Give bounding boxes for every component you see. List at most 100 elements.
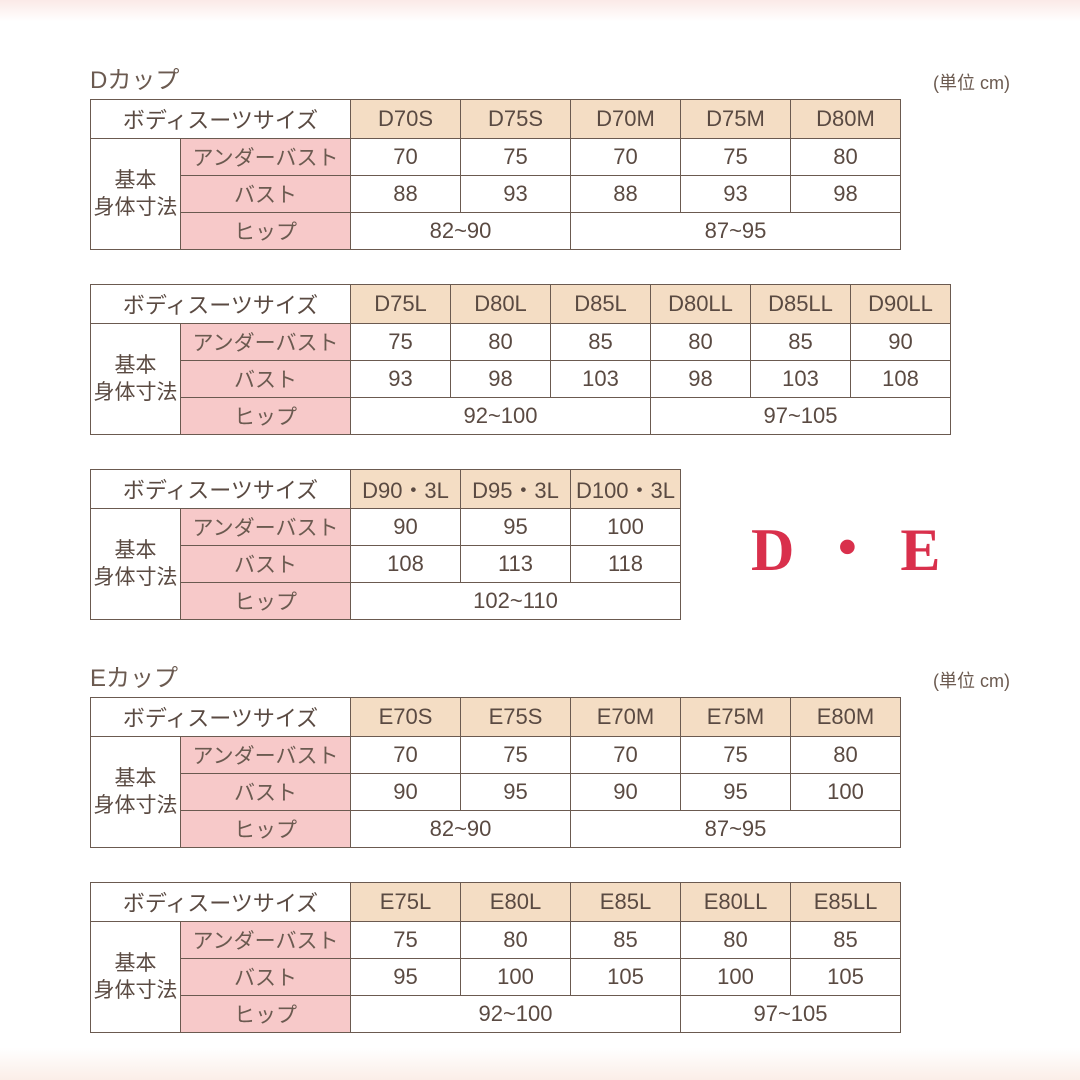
hip-value: 87~95 xyxy=(571,811,901,848)
underbust-value: 90 xyxy=(851,324,951,361)
basic-measurements-label: 基本身体寸法 xyxy=(91,737,181,848)
hip-value: 82~90 xyxy=(351,811,571,848)
cup-section: Dカップ(単位 cm)ボディスーツサイズD70SD75SD70MD75MD80M… xyxy=(90,60,1010,620)
underbust-value: 80 xyxy=(651,324,751,361)
bust-label: バスト xyxy=(181,546,351,583)
de-accent-label: D ・ E xyxy=(751,501,944,588)
underbust-value: 70 xyxy=(571,139,681,176)
underbust-value: 80 xyxy=(681,922,791,959)
bust-value: 98 xyxy=(651,361,751,398)
hip-label: ヒップ xyxy=(181,398,351,435)
underbust-value: 80 xyxy=(451,324,551,361)
size-header: D70S xyxy=(351,100,461,139)
underbust-value: 85 xyxy=(791,922,901,959)
unit-label: (単位 cm) xyxy=(933,69,1010,95)
underbust-value: 85 xyxy=(571,922,681,959)
underbust-value: 100 xyxy=(571,509,681,546)
bust-value: 88 xyxy=(351,176,461,213)
bust-label: バスト xyxy=(181,959,351,996)
bust-label: バスト xyxy=(181,176,351,213)
bodysuit-size-label: ボディスーツサイズ xyxy=(91,883,351,922)
hip-value: 102~110 xyxy=(351,583,681,620)
bust-value: 95 xyxy=(681,774,791,811)
size-chart-page: Dカップ(単位 cm)ボディスーツサイズD70SD75SD70MD75MD80M… xyxy=(90,60,1010,1033)
size-header: E80M xyxy=(791,698,901,737)
underbust-value: 80 xyxy=(791,737,901,774)
bust-value: 95 xyxy=(461,774,571,811)
hip-value: 97~105 xyxy=(651,398,951,435)
size-header: E80L xyxy=(461,883,571,922)
size-header: E75S xyxy=(461,698,571,737)
table-wrap: ボディスーツサイズD70SD75SD70MD75MD80M基本身体寸法アンダーバ… xyxy=(90,99,1010,250)
table-wrap: ボディスーツサイズE70SE75SE70ME75ME80M 基本身体寸法アンダーバ… xyxy=(90,697,1010,848)
underbust-value: 85 xyxy=(551,324,651,361)
size-header: E75L xyxy=(351,883,461,922)
bust-value: 100 xyxy=(461,959,571,996)
size-table: ボディスーツサイズD75LD80LD85LD80LLD85LLD90LL基本身体… xyxy=(90,284,951,435)
unit-label: (単位 cm) xyxy=(933,667,1010,693)
size-header: D95・3L xyxy=(461,470,571,509)
table-wrap: ボディスーツサイズD75LD80LD85LD80LLD85LLD90LL基本身体… xyxy=(90,284,1010,435)
basic-measurements-label: 基本身体寸法 xyxy=(91,139,181,250)
bust-value: 90 xyxy=(571,774,681,811)
underbust-value: 75 xyxy=(461,139,571,176)
underbust-label: アンダーバスト xyxy=(181,922,351,959)
bust-value: 98 xyxy=(791,176,901,213)
bodysuit-size-label: ボディスーツサイズ xyxy=(91,470,351,509)
underbust-value: 90 xyxy=(351,509,461,546)
bust-value: 108 xyxy=(851,361,951,398)
size-table: ボディスーツサイズE70SE75SE70ME75ME80M 基本身体寸法アンダーバ… xyxy=(90,697,901,848)
bust-value: 108 xyxy=(351,546,461,583)
bodysuit-size-label: ボディスーツサイズ xyxy=(91,698,351,737)
hip-label: ヒップ xyxy=(181,996,351,1033)
bust-value: 100 xyxy=(681,959,791,996)
underbust-label: アンダーバスト xyxy=(181,509,351,546)
size-header: D75L xyxy=(351,285,451,324)
hip-label: ヒップ xyxy=(181,583,351,620)
basic-measurements-label: 基本身体寸法 xyxy=(91,922,181,1033)
size-header: D85L xyxy=(551,285,651,324)
underbust-value: 70 xyxy=(571,737,681,774)
bust-value: 98 xyxy=(451,361,551,398)
size-header: E70M xyxy=(571,698,681,737)
bust-value: 93 xyxy=(681,176,791,213)
size-table: ボディスーツサイズD70SD75SD70MD75MD80M基本身体寸法アンダーバ… xyxy=(90,99,901,250)
section-title: Eカップ xyxy=(90,658,178,693)
size-header: E80LL xyxy=(681,883,791,922)
underbust-value: 75 xyxy=(461,737,571,774)
bust-label: バスト xyxy=(181,774,351,811)
size-header: D100・3L xyxy=(571,470,681,509)
bust-value: 95 xyxy=(351,959,461,996)
size-header: D75M xyxy=(681,100,791,139)
bust-value: 103 xyxy=(551,361,651,398)
section-header: Dカップ(単位 cm) xyxy=(90,60,1010,95)
basic-measurements-label: 基本身体寸法 xyxy=(91,324,181,435)
size-table: ボディスーツサイズD90・3LD95・3LD100・3L基本身体寸法アンダーバス… xyxy=(90,469,681,620)
bust-value: 105 xyxy=(791,959,901,996)
cup-section: Eカップ(単位 cm)ボディスーツサイズE70SE75SE70ME75ME80M… xyxy=(90,658,1010,1033)
underbust-label: アンダーバスト xyxy=(181,737,351,774)
underbust-value: 70 xyxy=(351,139,461,176)
hip-value: 97~105 xyxy=(681,996,901,1033)
size-header: E70S xyxy=(351,698,461,737)
size-header: E85LL xyxy=(791,883,901,922)
underbust-value: 75 xyxy=(681,139,791,176)
basic-measurements-label: 基本身体寸法 xyxy=(91,509,181,620)
size-header: D80M xyxy=(791,100,901,139)
bust-value: 118 xyxy=(571,546,681,583)
size-header: E75M xyxy=(681,698,791,737)
size-header: D70M xyxy=(571,100,681,139)
bust-label: バスト xyxy=(181,361,351,398)
underbust-value: 80 xyxy=(461,922,571,959)
bust-value: 100 xyxy=(791,774,901,811)
underbust-value: 75 xyxy=(681,737,791,774)
size-header: D90LL xyxy=(851,285,951,324)
size-header: D85LL xyxy=(751,285,851,324)
underbust-label: アンダーバスト xyxy=(181,324,351,361)
underbust-value: 70 xyxy=(351,737,461,774)
underbust-value: 85 xyxy=(751,324,851,361)
bust-value: 105 xyxy=(571,959,681,996)
size-header: D80LL xyxy=(651,285,751,324)
bust-value: 93 xyxy=(351,361,451,398)
bodysuit-size-label: ボディスーツサイズ xyxy=(91,100,351,139)
